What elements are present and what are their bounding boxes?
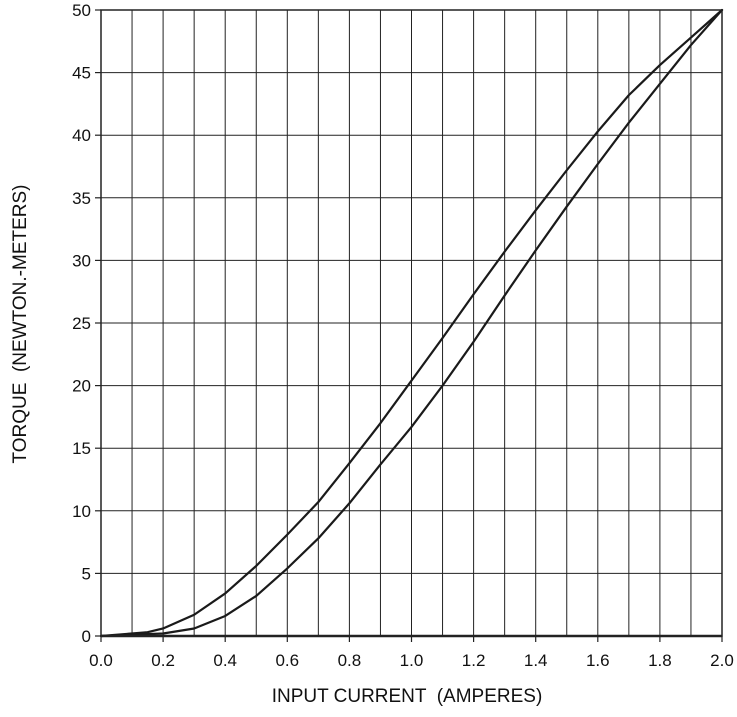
y-tick-label: 30	[72, 251, 91, 270]
x-tick-label: 1.2	[462, 651, 486, 670]
y-tick-label: 25	[72, 314, 91, 333]
y-tick-label: 5	[82, 564, 91, 583]
axes	[95, 9, 723, 642]
x-tick-label: 1.4	[524, 651, 548, 670]
grid	[101, 10, 722, 636]
series-line-2	[99, 8, 724, 638]
x-tick-label: 0.0	[89, 651, 113, 670]
x-tick-label: 0.2	[151, 651, 175, 670]
series-layer	[99, 8, 724, 638]
y-tick-label: 10	[72, 502, 91, 521]
x-tick-labels: 0.0 0.2 0.4 0.6 0.8 1.0 1.2 1.4 1.6 1.8 2.0	[89, 651, 734, 670]
x-tick-label: 0.6	[275, 651, 299, 670]
y-tick-label: 50	[72, 1, 91, 20]
y-tick-label: 45	[72, 64, 91, 83]
y-tick-label: 40	[72, 126, 91, 145]
x-tick-label: 2.0	[710, 651, 734, 670]
x-tick-label: 1.6	[586, 651, 610, 670]
y-tick-label: 35	[72, 189, 91, 208]
x-tick-label: 1.0	[400, 651, 424, 670]
y-tick-label: 0	[82, 627, 91, 646]
y-tick-label: 15	[72, 439, 91, 458]
x-tick-label: 0.8	[338, 651, 362, 670]
x-tick-label: 0.4	[213, 651, 237, 670]
x-axis-title: INPUT CURRENT (AMPERES)	[272, 686, 543, 707]
y-tick-labels: 0 5 10 15 20 25 30 35 40 45 50	[72, 1, 91, 646]
x-tick-label: 1.8	[648, 651, 672, 670]
series-line-1	[99, 8, 724, 638]
y-tick-label: 20	[72, 377, 91, 396]
y-axis-title: TORQUE (NEWTON.-METERS)	[10, 184, 31, 463]
